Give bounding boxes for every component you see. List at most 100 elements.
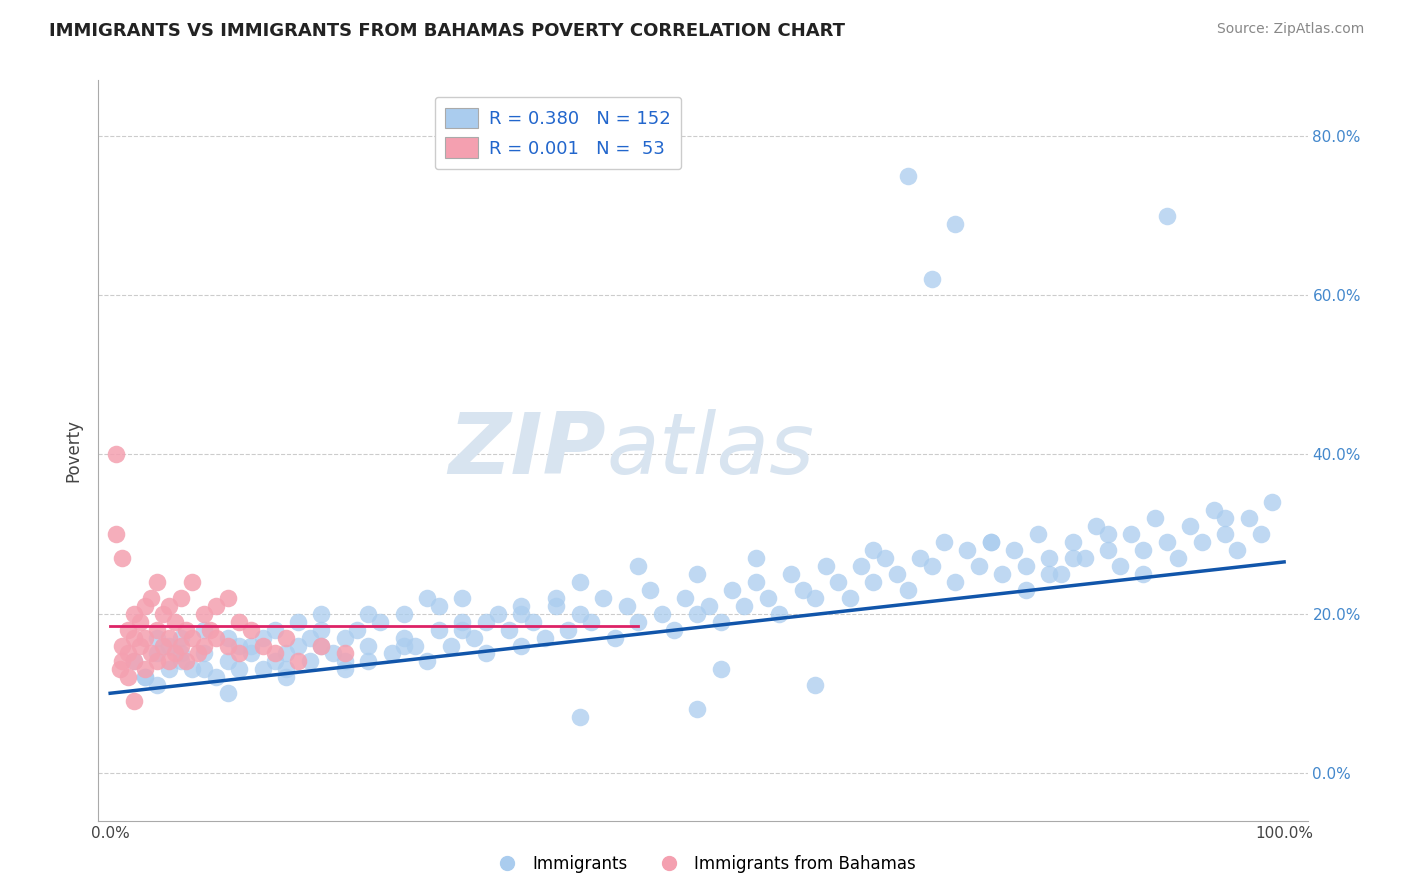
Point — [475, 615, 498, 629]
Point — [176, 655, 198, 669]
Point — [111, 655, 134, 669]
Point — [803, 591, 825, 605]
Point — [146, 631, 169, 645]
Point — [1038, 550, 1060, 565]
Point — [311, 607, 333, 621]
Point — [451, 591, 474, 605]
Point — [193, 639, 215, 653]
Point — [311, 639, 333, 653]
Text: IMMIGRANTS VS IMMIGRANTS FROM BAHAMAS POVERTY CORRELATION CHART: IMMIGRANTS VS IMMIGRANTS FROM BAHAMAS PO… — [49, 22, 845, 40]
Point — [486, 607, 509, 621]
Point — [1156, 209, 1178, 223]
Point — [1250, 527, 1272, 541]
Point — [105, 527, 128, 541]
Point — [980, 535, 1002, 549]
Point — [298, 655, 321, 669]
Point — [193, 662, 215, 676]
Point — [228, 662, 250, 676]
Point — [169, 591, 191, 605]
Point — [416, 655, 439, 669]
Point — [581, 615, 603, 629]
Point — [311, 639, 333, 653]
Y-axis label: Poverty: Poverty — [65, 419, 83, 482]
Point — [204, 599, 226, 613]
Legend: R = 0.380   N = 152, R = 0.001   N =  53: R = 0.380 N = 152, R = 0.001 N = 53 — [434, 96, 682, 169]
Point — [980, 535, 1002, 549]
Point — [1073, 550, 1095, 565]
Point — [1097, 527, 1119, 541]
Point — [1026, 527, 1049, 541]
Legend: Immigrants, Immigrants from Bahamas: Immigrants, Immigrants from Bahamas — [484, 848, 922, 880]
Point — [522, 615, 544, 629]
Point — [616, 599, 638, 613]
Point — [193, 607, 215, 621]
Point — [141, 647, 163, 661]
Point — [152, 607, 174, 621]
Point — [1215, 511, 1237, 525]
Point — [122, 631, 145, 645]
Point — [357, 607, 380, 621]
Point — [886, 566, 908, 581]
Point — [122, 655, 145, 669]
Point — [181, 662, 204, 676]
Point — [117, 670, 139, 684]
Point — [1156, 535, 1178, 549]
Point — [217, 591, 239, 605]
Point — [897, 582, 920, 597]
Point — [710, 615, 733, 629]
Point — [181, 631, 204, 645]
Point — [991, 566, 1014, 581]
Point — [827, 574, 849, 589]
Point — [510, 599, 533, 613]
Point — [932, 535, 955, 549]
Point — [568, 710, 591, 724]
Point — [838, 591, 860, 605]
Point — [1097, 543, 1119, 558]
Point — [163, 615, 186, 629]
Point — [152, 639, 174, 653]
Point — [697, 599, 720, 613]
Point — [298, 631, 321, 645]
Point — [333, 631, 356, 645]
Point — [276, 631, 298, 645]
Point — [733, 599, 755, 613]
Point — [463, 631, 485, 645]
Point — [533, 631, 555, 645]
Point — [1002, 543, 1025, 558]
Point — [498, 623, 520, 637]
Point — [1143, 511, 1166, 525]
Point — [181, 574, 204, 589]
Point — [1132, 543, 1154, 558]
Point — [117, 647, 139, 661]
Point — [157, 662, 180, 676]
Point — [204, 631, 226, 645]
Point — [176, 623, 198, 637]
Point — [134, 670, 156, 684]
Point — [510, 607, 533, 621]
Point — [228, 647, 250, 661]
Point — [357, 639, 380, 653]
Point — [862, 574, 884, 589]
Point — [851, 558, 873, 573]
Point — [921, 272, 943, 286]
Point — [157, 599, 180, 613]
Text: atlas: atlas — [606, 409, 814, 492]
Point — [263, 647, 285, 661]
Point — [815, 558, 838, 573]
Point — [122, 694, 145, 708]
Point — [1015, 558, 1038, 573]
Point — [240, 647, 263, 661]
Point — [252, 662, 274, 676]
Point — [346, 623, 368, 637]
Point — [333, 655, 356, 669]
Point — [1191, 535, 1213, 549]
Point — [287, 655, 309, 669]
Point — [1121, 527, 1143, 541]
Point — [240, 639, 263, 653]
Point — [627, 558, 650, 573]
Point — [311, 623, 333, 637]
Point — [451, 615, 474, 629]
Point — [686, 607, 709, 621]
Point — [322, 647, 344, 661]
Point — [252, 631, 274, 645]
